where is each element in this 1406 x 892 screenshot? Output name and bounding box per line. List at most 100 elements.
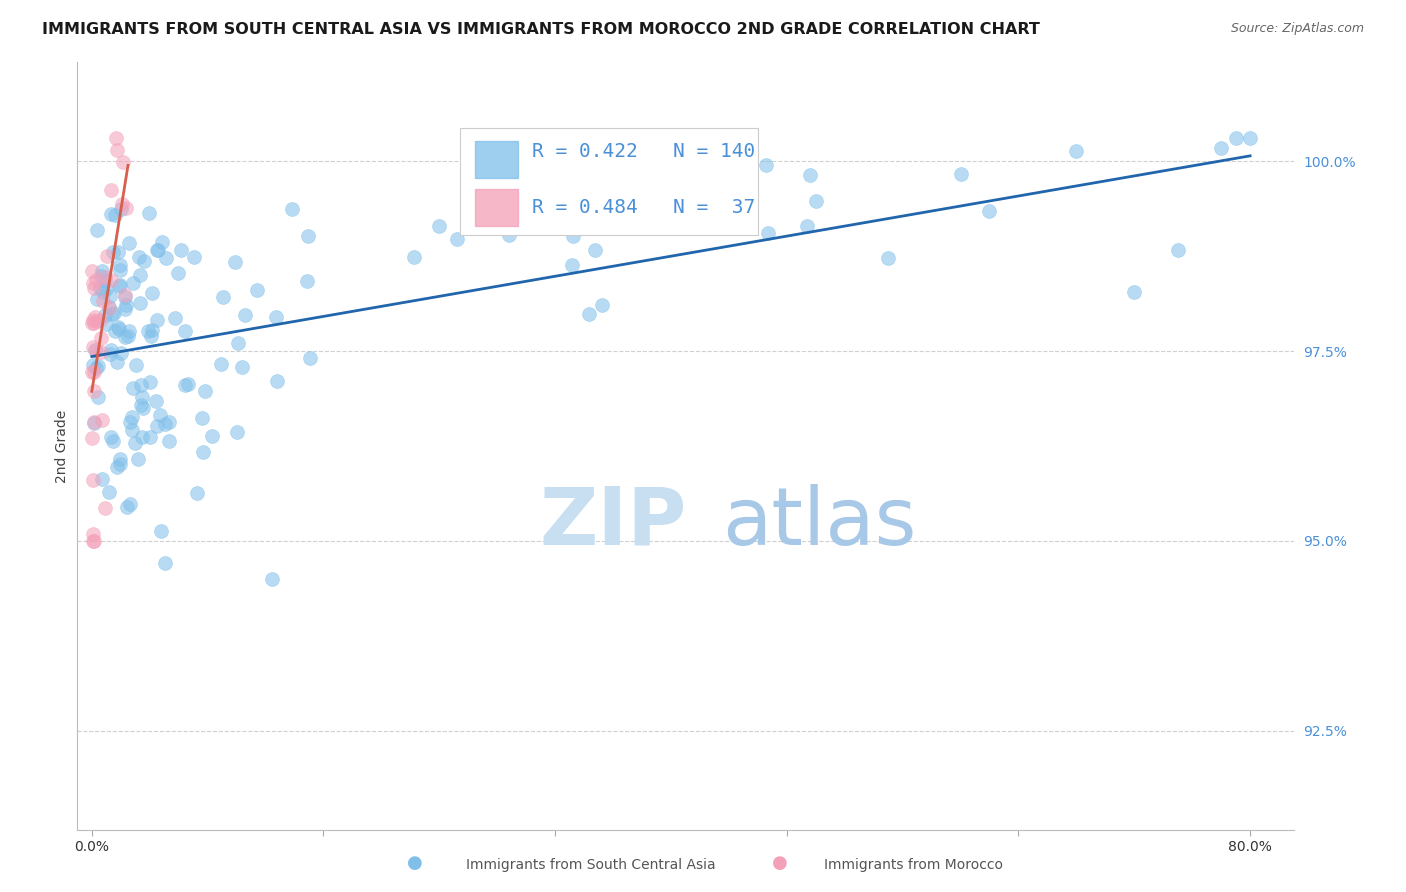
- Point: [1239, 131, 1261, 145]
- Point: [82, 431, 104, 445]
- Point: [108, 457, 131, 471]
- Point: [756, 226, 779, 240]
- Point: [86, 223, 108, 237]
- Point: [224, 254, 246, 268]
- Point: [83, 384, 105, 398]
- Point: [118, 235, 141, 250]
- Point: [149, 409, 172, 423]
- Point: [82, 533, 104, 548]
- Point: [141, 328, 163, 343]
- Text: Immigrants from Morocco: Immigrants from Morocco: [824, 858, 1004, 872]
- Point: [157, 434, 180, 449]
- Point: [108, 452, 131, 467]
- Point: [264, 310, 287, 325]
- Point: [146, 243, 169, 257]
- Point: [169, 243, 191, 257]
- Point: [83, 365, 105, 379]
- Point: [89, 313, 111, 327]
- Point: [90, 345, 112, 359]
- Point: [118, 324, 141, 338]
- Point: [122, 381, 145, 395]
- Point: [231, 360, 253, 375]
- Point: [201, 428, 224, 442]
- Text: Immigrants from South Central Asia: Immigrants from South Central Asia: [465, 858, 716, 872]
- Point: [225, 425, 247, 440]
- Point: [105, 459, 128, 474]
- Point: [83, 416, 105, 430]
- Point: [82, 316, 104, 330]
- Point: [127, 451, 149, 466]
- Point: [150, 235, 173, 250]
- Point: [129, 295, 152, 310]
- Point: [100, 206, 122, 220]
- Point: [561, 259, 583, 273]
- Point: [167, 266, 190, 280]
- Point: [91, 293, 114, 308]
- Point: [299, 351, 322, 365]
- Point: [139, 375, 162, 389]
- Text: Source: ZipAtlas.com: Source: ZipAtlas.com: [1230, 22, 1364, 36]
- Point: [108, 278, 131, 293]
- Point: [82, 358, 104, 372]
- Point: [115, 500, 138, 514]
- Point: [110, 258, 132, 272]
- Point: [83, 316, 105, 330]
- Point: [281, 202, 304, 216]
- Point: [83, 280, 105, 294]
- Point: [89, 280, 111, 294]
- Point: [134, 254, 156, 268]
- Point: [136, 324, 159, 338]
- Point: [90, 413, 112, 427]
- Point: [295, 274, 318, 288]
- Point: [104, 131, 127, 145]
- Point: [125, 358, 148, 372]
- Y-axis label: 2nd Grade: 2nd Grade: [55, 409, 69, 483]
- Point: [100, 272, 122, 286]
- Point: [146, 419, 169, 434]
- Point: [94, 273, 117, 287]
- Point: [98, 289, 121, 303]
- Point: [128, 268, 150, 282]
- Point: [87, 359, 110, 373]
- Point: [246, 283, 269, 297]
- Point: [212, 290, 235, 304]
- Point: [86, 272, 108, 286]
- Point: [194, 384, 217, 398]
- Text: ●: ●: [406, 855, 423, 872]
- Point: [149, 524, 172, 538]
- Point: [108, 263, 131, 277]
- Point: [157, 415, 180, 429]
- Point: [110, 277, 132, 292]
- Point: [121, 409, 143, 424]
- Point: [105, 355, 128, 369]
- Point: [101, 434, 124, 448]
- FancyBboxPatch shape: [475, 141, 517, 178]
- Point: [707, 203, 730, 218]
- Point: [183, 250, 205, 264]
- Point: [190, 411, 212, 425]
- Point: [498, 227, 520, 242]
- Point: [193, 444, 215, 458]
- Point: [94, 308, 117, 322]
- Point: [591, 298, 613, 312]
- Point: [979, 204, 1001, 219]
- Point: [1225, 131, 1247, 145]
- Point: [141, 285, 163, 300]
- Text: atlas: atlas: [721, 483, 917, 562]
- Point: [139, 430, 162, 444]
- Point: [86, 292, 108, 306]
- Point: [1123, 285, 1146, 299]
- Point: [114, 301, 136, 316]
- Point: [949, 168, 972, 182]
- Point: [145, 312, 167, 326]
- Point: [96, 250, 118, 264]
- Point: [82, 527, 104, 541]
- Point: [101, 245, 124, 260]
- Point: [115, 201, 138, 215]
- Point: [100, 343, 122, 357]
- Point: [80, 264, 103, 278]
- Point: [82, 312, 104, 326]
- Text: ZIP: ZIP: [540, 483, 686, 562]
- Point: [97, 300, 120, 314]
- Point: [83, 533, 105, 548]
